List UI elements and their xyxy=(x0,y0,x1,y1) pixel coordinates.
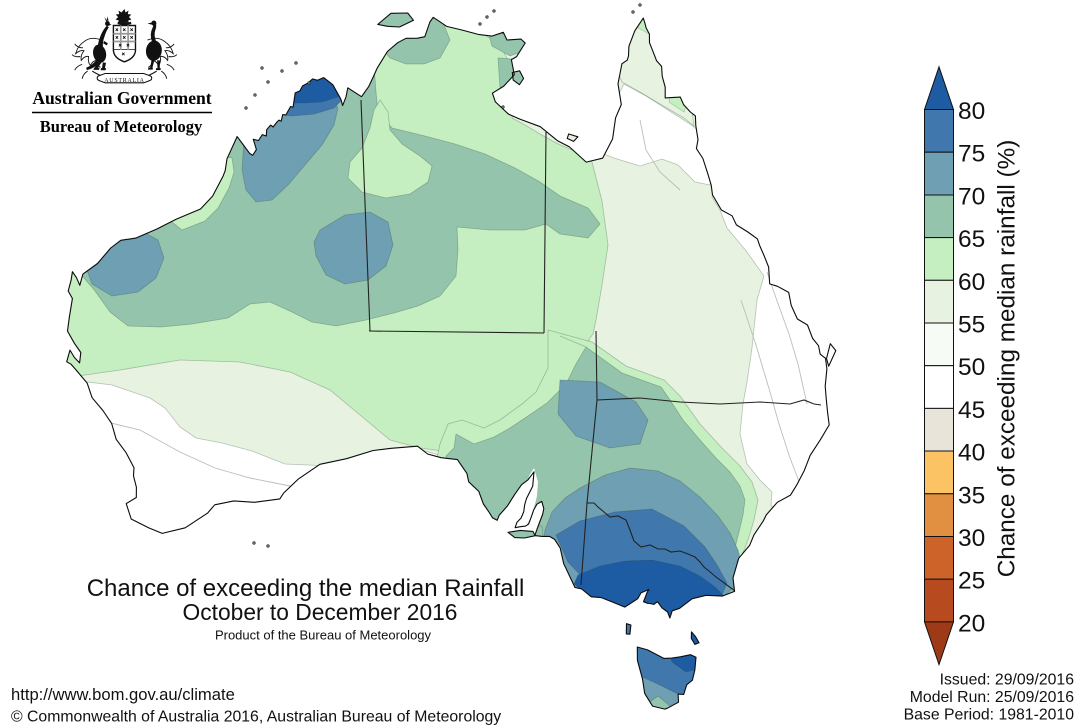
svg-text:Model Run: 25/09/2016: Model Run: 25/09/2016 xyxy=(910,689,1074,706)
svg-text:35: 35 xyxy=(958,482,985,509)
svg-text:Issued: 29/09/2016: Issued: 29/09/2016 xyxy=(940,672,1075,689)
svg-text:Australian Government: Australian Government xyxy=(32,88,211,108)
svg-text:45: 45 xyxy=(958,397,985,424)
svg-text:20: 20 xyxy=(958,610,985,637)
svg-text:75: 75 xyxy=(958,141,985,168)
svg-text:50: 50 xyxy=(958,354,985,381)
svg-text:30: 30 xyxy=(958,525,985,552)
svg-text:60: 60 xyxy=(958,269,985,296)
svg-text:70: 70 xyxy=(958,184,985,211)
svg-text:65: 65 xyxy=(958,226,985,253)
svg-text:40: 40 xyxy=(958,440,985,467)
svg-text:Chance of exceeding the median: Chance of exceeding the median Rainfall xyxy=(87,575,525,602)
svg-text:http://www.bom.gov.au/climate: http://www.bom.gov.au/climate xyxy=(11,685,235,704)
svg-text:Base Period: 1981-2010: Base Period: 1981-2010 xyxy=(904,707,1075,724)
svg-text:25: 25 xyxy=(958,568,985,595)
svg-text:AUSTRALIA: AUSTRALIA xyxy=(104,78,144,84)
svg-text:55: 55 xyxy=(958,312,985,339)
svg-text:October to December 2016: October to December 2016 xyxy=(183,599,458,625)
svg-text:© Commonwealth of Australia 20: © Commonwealth of Australia 2016, Austra… xyxy=(11,709,501,726)
svg-text:Chance of exceeding median rai: Chance of exceeding median rainfall (%) xyxy=(994,140,1021,578)
svg-text:80: 80 xyxy=(958,98,985,125)
svg-text:Product of the Bureau of Meteo: Product of the Bureau of Meteorology xyxy=(215,628,432,643)
svg-text:Bureau of Meteorology: Bureau of Meteorology xyxy=(40,117,203,136)
